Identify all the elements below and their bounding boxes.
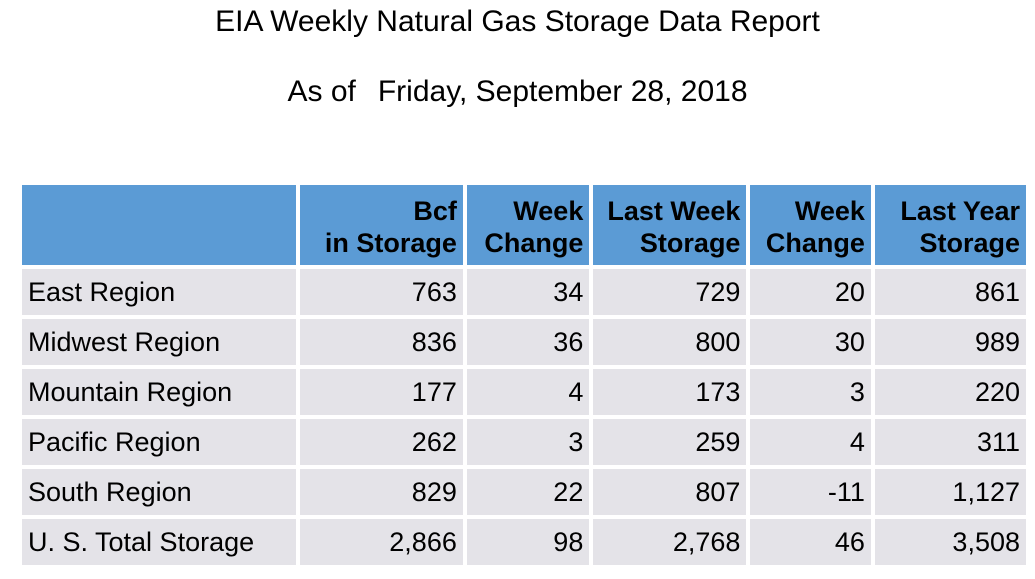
table-row: Midwest Region 836 36 800 30 989 xyxy=(22,319,1026,365)
last-week-change-value: 4 xyxy=(750,419,871,465)
header-last-week-change: Week Change xyxy=(750,185,871,265)
last-week-change-value: 30 xyxy=(750,319,871,365)
last-year-storage-value: 1,127 xyxy=(874,469,1026,515)
last-year-storage-value: 311 xyxy=(874,419,1026,465)
week-change-value: 36 xyxy=(466,319,590,365)
region-name: East Region xyxy=(22,269,296,315)
table-row: Mountain Region 177 4 173 3 220 xyxy=(22,369,1026,415)
header-bcf-in-storage: Bcf in Storage xyxy=(299,185,463,265)
last-year-storage-value: 220 xyxy=(874,369,1026,415)
last-week-storage-value: 2,768 xyxy=(593,519,747,565)
week-change-value: 22 xyxy=(466,469,590,515)
storage-table: Bcf in Storage Week Change Last Week Storag… xyxy=(18,181,1030,569)
bcf-in-storage-value: 262 xyxy=(299,419,463,465)
week-change-value: 98 xyxy=(466,519,590,565)
report-title: EIA Weekly Natural Gas Storage Data Repo… xyxy=(215,5,820,38)
bcf-in-storage-value: 829 xyxy=(299,469,463,515)
table-row-total: U. S. Total Storage 2,866 98 2,768 46 3,… xyxy=(22,519,1026,565)
region-name: Pacific Region xyxy=(22,419,296,465)
header-region xyxy=(22,185,296,265)
as-of-date: Friday, September 28, 2018 xyxy=(377,75,748,108)
table-row: East Region 763 34 729 20 861 xyxy=(22,269,1026,315)
bcf-in-storage-value: 177 xyxy=(299,369,463,415)
week-change-value: 4 xyxy=(466,369,590,415)
last-year-storage-value: 3,508 xyxy=(874,519,1026,565)
header-week-change: Week Change xyxy=(466,185,590,265)
last-week-change-value: 46 xyxy=(750,519,871,565)
header-last-week-storage: Last Week Storage xyxy=(593,185,747,265)
report-date-line: As of Friday, September 28, 2018 xyxy=(0,74,1035,110)
table-row: South Region 829 22 807 -11 1,127 xyxy=(22,469,1026,515)
bcf-in-storage-value: 836 xyxy=(299,319,463,365)
last-week-storage-value: 807 xyxy=(593,469,747,515)
region-name: South Region xyxy=(22,469,296,515)
last-year-storage-value: 861 xyxy=(874,269,1026,315)
last-week-change-value: 3 xyxy=(750,369,871,415)
last-week-storage-value: 729 xyxy=(593,269,747,315)
last-week-change-value: 20 xyxy=(750,269,871,315)
last-year-storage-value: 989 xyxy=(874,319,1026,365)
bcf-in-storage-value: 2,866 xyxy=(299,519,463,565)
week-change-value: 3 xyxy=(466,419,590,465)
region-name: Mountain Region xyxy=(22,369,296,415)
last-week-storage-value: 259 xyxy=(593,419,747,465)
table-row: Pacific Region 262 3 259 4 311 xyxy=(22,419,1026,465)
table-header-row: Bcf in Storage Week Change Last Week Storag… xyxy=(22,185,1026,265)
last-week-storage-value: 173 xyxy=(593,369,747,415)
last-week-change-value: -11 xyxy=(750,469,871,515)
as-of-label: As of xyxy=(287,75,356,108)
bcf-in-storage-value: 763 xyxy=(299,269,463,315)
week-change-value: 34 xyxy=(466,269,590,315)
header-last-year-storage: Last Year Storage xyxy=(874,185,1026,265)
last-week-storage-value: 800 xyxy=(593,319,747,365)
region-name: U. S. Total Storage xyxy=(22,519,296,565)
region-name: Midwest Region xyxy=(22,319,296,365)
